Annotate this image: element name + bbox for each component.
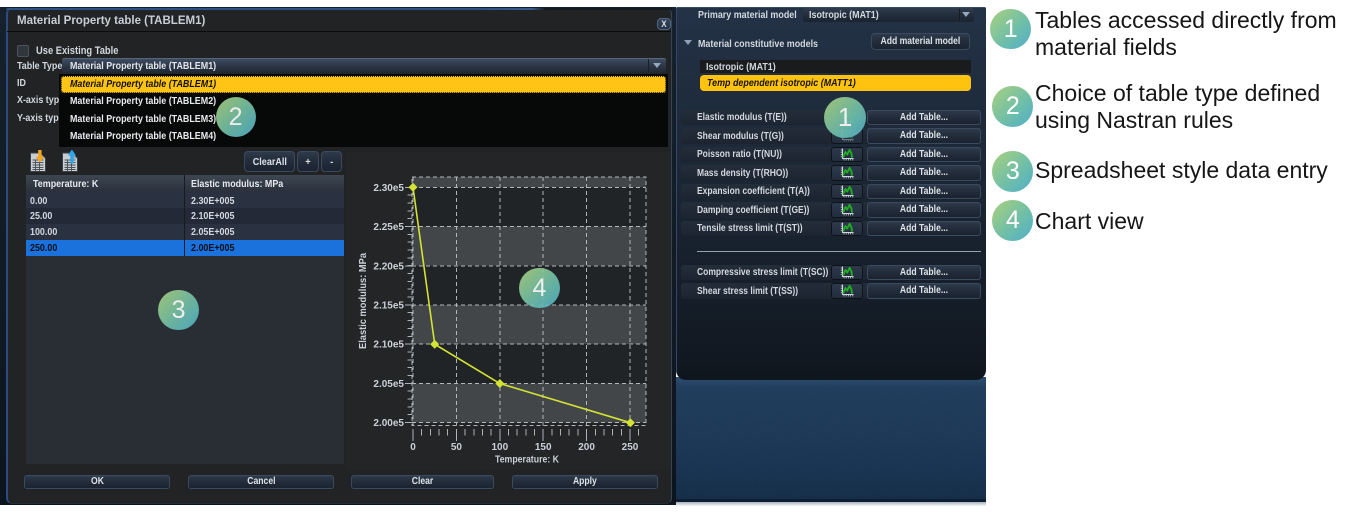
svg-text:2.15e5: 2.15e5 (373, 301, 404, 312)
svg-text:50: 50 (451, 442, 463, 453)
svg-text:2.20e5: 2.20e5 (373, 261, 404, 272)
svg-text:2.10e5: 2.10e5 (373, 340, 404, 351)
svg-text:2.00e5: 2.00e5 (373, 418, 404, 429)
svg-text:2.05e5: 2.05e5 (373, 379, 404, 390)
svg-text:Temperature: K: Temperature: K (495, 454, 559, 466)
svg-text:Elastic modulus: MPa: Elastic modulus: MPa (357, 253, 369, 349)
svg-text:2.30e5: 2.30e5 (373, 183, 404, 194)
svg-text:2.25e5: 2.25e5 (373, 222, 404, 233)
svg-text:0: 0 (410, 442, 416, 453)
svg-text:100: 100 (491, 442, 508, 453)
svg-text:250: 250 (622, 442, 639, 453)
svg-text:150: 150 (535, 442, 552, 453)
svg-text:200: 200 (578, 442, 595, 453)
